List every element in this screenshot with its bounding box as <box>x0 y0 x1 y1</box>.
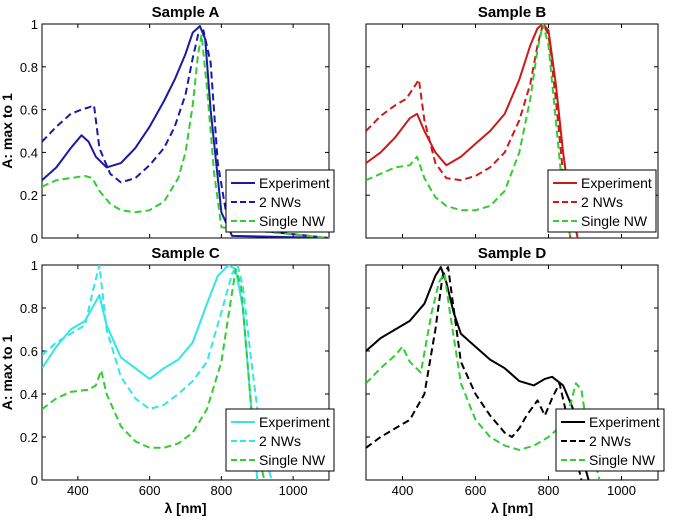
series-line-single-nw <box>42 33 329 238</box>
x-tick-label: 400 <box>67 483 89 498</box>
y-tick-label: 0.6 <box>20 103 38 118</box>
series-group <box>42 265 273 480</box>
chart-panel-1: Sample A 0 0.2 0.4 0.6 0.8 1 A: max to 1 Experim… <box>0 4 335 246</box>
legend-label: Experiment <box>589 414 660 430</box>
legend: Experiment 2 NWs Single NW <box>555 408 665 472</box>
x-axis-label: λ [nm] <box>491 500 533 516</box>
legend: Experiment 2 NWs Single NW <box>225 408 335 472</box>
x-tick-label: 1000 <box>279 483 308 498</box>
y-axis-label: A: max to 1 <box>0 93 15 169</box>
y-tick-label: 1 <box>31 17 38 32</box>
y-tick-label: 0.8 <box>20 301 38 316</box>
x-tick-label: 400 <box>392 483 414 498</box>
y-tick-label: 0.2 <box>20 430 38 445</box>
chart-title: Sample C <box>151 245 220 262</box>
series-line-experiment <box>366 24 579 238</box>
legend-label: Experiment <box>259 414 330 430</box>
legend: Experiment 2 NWs Single NW <box>225 169 335 233</box>
legend-label: 2 NWs <box>259 194 301 210</box>
y-tick-label: 0.8 <box>20 60 38 75</box>
chart-panel-2: Sample B Experiment 2 NWs Single NW <box>365 4 659 239</box>
series-line-single-nw <box>366 272 601 480</box>
y-tick-label: 0 <box>31 473 38 488</box>
series-line-2-nws <box>366 24 572 238</box>
x-tick-label: 800 <box>211 483 233 498</box>
legend: Experiment 2 NWs Single NW <box>547 169 657 233</box>
legend-label: 2 NWs <box>259 433 301 449</box>
legend-label: Single NW <box>259 452 326 468</box>
y-tick-label: 0 <box>31 231 38 246</box>
x-tick-label: 600 <box>465 483 487 498</box>
legend-label: 2 NWs <box>581 194 623 210</box>
y-tick-label: 0.6 <box>20 344 38 359</box>
legend-label: Single NW <box>589 452 656 468</box>
chart-title: Sample D <box>478 245 547 262</box>
series-line-single-nw <box>366 24 572 238</box>
chart-panel-4: Sample D 400 600 800 1000 λ [nm] Experiment 2 N… <box>365 245 665 516</box>
series-line-2-nws <box>366 266 583 480</box>
chart-title: Sample B <box>478 4 547 21</box>
series-group <box>366 266 601 480</box>
x-axis-label: λ [nm] <box>165 500 207 516</box>
series-group <box>366 24 579 238</box>
legend-label: Single NW <box>581 213 648 229</box>
x-tick-label: 600 <box>139 483 161 498</box>
legend-label: Single NW <box>259 213 326 229</box>
x-tick-label: 1000 <box>607 483 636 498</box>
legend-label: Experiment <box>259 175 330 191</box>
x-tick-label: 800 <box>538 483 560 498</box>
y-tick-label: 0.4 <box>20 387 38 402</box>
legend-label: Experiment <box>581 175 652 191</box>
series-line-2-nws <box>42 29 329 238</box>
y-tick-label: 0.4 <box>20 145 38 160</box>
legend-label: 2 NWs <box>589 433 631 449</box>
chart-title: Sample A <box>152 4 220 21</box>
y-tick-label: 1 <box>31 258 38 273</box>
y-tick-label: 0.2 <box>20 188 38 203</box>
series-line-experiment <box>42 25 329 238</box>
series-group <box>42 25 329 238</box>
chart-panel-3: Sample C 0 0.2 0.4 0.6 0.8 1 400 600 800 1000 λ [nm… <box>0 245 335 516</box>
y-axis-label: A: max to 1 <box>0 335 15 411</box>
series-line-single-nw <box>42 268 266 480</box>
series-line-2-nws <box>42 265 273 480</box>
